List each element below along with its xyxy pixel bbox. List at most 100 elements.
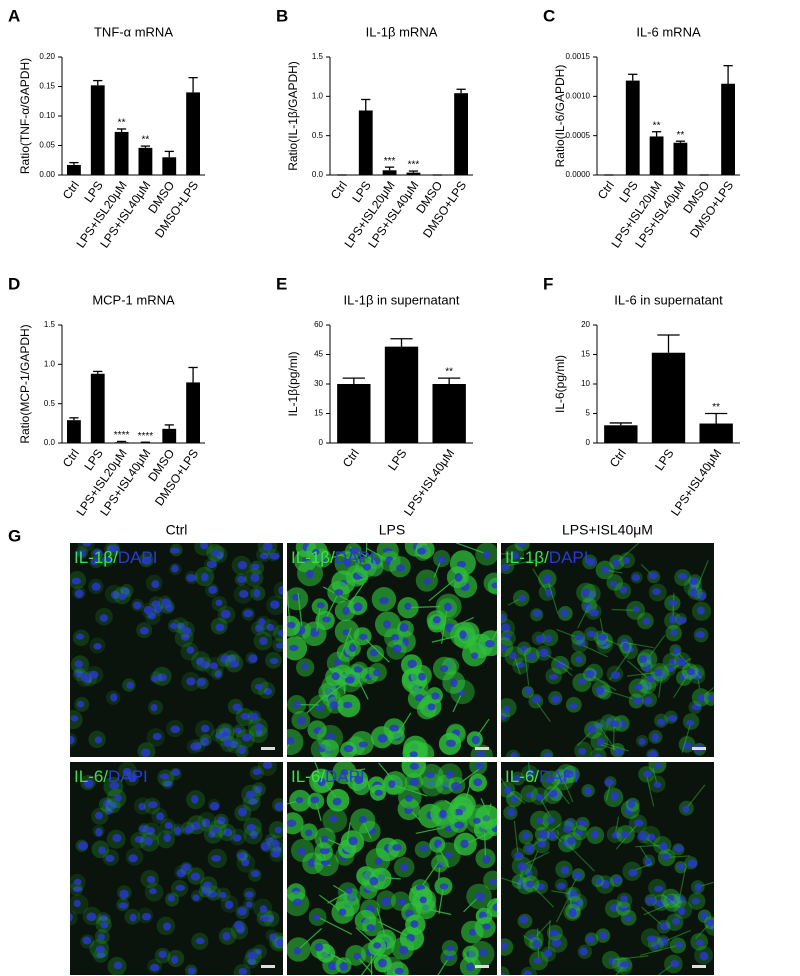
nucleus xyxy=(409,762,420,770)
error-bar xyxy=(188,366,198,383)
y-tick-label: 0 xyxy=(586,438,591,447)
nucleus xyxy=(525,791,534,798)
nucleus xyxy=(574,655,583,663)
nucleus xyxy=(610,903,619,912)
nucleus xyxy=(133,601,142,610)
nucleus xyxy=(509,652,517,660)
nucleus xyxy=(211,854,222,862)
nucleus xyxy=(151,675,159,682)
process xyxy=(566,843,595,872)
nucleus xyxy=(259,905,268,914)
nucleus xyxy=(359,815,368,824)
process xyxy=(501,877,526,887)
nucleus xyxy=(216,816,226,825)
nucleus xyxy=(404,602,412,610)
stain-label: IL-1β/DAPI xyxy=(74,548,157,567)
process xyxy=(694,560,709,593)
nucleus xyxy=(524,844,535,853)
scale-bar xyxy=(261,965,275,968)
panel-label: B xyxy=(276,6,288,25)
bar xyxy=(604,425,638,443)
process xyxy=(700,686,714,698)
nucleus xyxy=(691,898,700,905)
process xyxy=(437,957,450,975)
nucleus xyxy=(679,673,690,680)
nucleus xyxy=(546,816,555,824)
process xyxy=(415,826,448,835)
y-tick-label: 0.0015 xyxy=(566,52,591,61)
dapi-label: DAPI xyxy=(325,767,365,786)
cytoplasm xyxy=(402,740,428,757)
bar xyxy=(67,420,81,443)
nucleus xyxy=(571,901,579,909)
nucleus xyxy=(596,737,605,747)
panel-label: G xyxy=(8,526,21,545)
nucleus xyxy=(77,549,87,558)
nucleus xyxy=(259,636,268,646)
nucleus xyxy=(287,819,297,827)
nucleus xyxy=(312,548,320,556)
nucleus xyxy=(459,630,467,639)
nucleus xyxy=(394,967,404,975)
nucleus xyxy=(510,752,518,757)
bar xyxy=(114,131,129,175)
cells xyxy=(70,762,283,975)
error-bar xyxy=(384,166,395,171)
nucleus xyxy=(253,588,261,598)
nucleus xyxy=(255,729,263,737)
scale-bar xyxy=(261,747,275,750)
nucleus xyxy=(278,585,283,595)
process xyxy=(556,893,572,923)
nucleus xyxy=(653,781,662,788)
process xyxy=(675,649,702,679)
nucleus xyxy=(586,557,596,567)
micrograph: IL-6/DAPI xyxy=(287,762,497,975)
nucleus xyxy=(167,894,175,902)
nucleus xyxy=(517,543,526,548)
scale-bar xyxy=(475,965,489,968)
cells xyxy=(501,762,714,975)
nucleus xyxy=(623,915,632,922)
nucleus xyxy=(317,743,326,753)
nucleus xyxy=(215,599,223,607)
nucleus xyxy=(143,605,154,615)
nucleus xyxy=(646,675,656,683)
nucleus xyxy=(319,847,330,855)
nucleus xyxy=(169,622,178,629)
nucleus xyxy=(186,573,196,582)
bar xyxy=(384,346,419,443)
process xyxy=(579,643,608,658)
nucleus xyxy=(320,835,329,843)
nucleus xyxy=(440,665,449,673)
nucleus xyxy=(627,799,636,809)
nucleus xyxy=(492,903,497,912)
dapi-label: DAPI xyxy=(549,548,589,567)
nucleus xyxy=(405,794,413,802)
nucleus xyxy=(249,830,258,839)
stain-label: IL-6/DAPI xyxy=(291,767,365,786)
process xyxy=(408,605,441,609)
nucleus xyxy=(522,832,530,840)
significance: ** xyxy=(712,402,720,413)
y-axis-label: IL-6(pg/ml) xyxy=(553,355,567,413)
process xyxy=(589,673,617,691)
nucleus xyxy=(221,731,230,741)
nucleus xyxy=(340,769,348,776)
nucleus xyxy=(579,947,588,956)
cells xyxy=(501,543,714,757)
nucleus xyxy=(677,657,687,667)
nucleus xyxy=(695,631,705,639)
nucleus xyxy=(98,846,106,855)
process xyxy=(441,607,448,644)
nucleus xyxy=(642,770,653,778)
nucleus xyxy=(233,920,244,930)
nucleus xyxy=(686,668,696,676)
nucleus xyxy=(324,746,332,755)
nucleus xyxy=(642,617,651,625)
nucleus xyxy=(694,883,702,892)
marker-label: IL-1β/ xyxy=(291,548,335,567)
y-axis-label: Ratio(IL-6/GAPDH) xyxy=(553,65,567,168)
bar xyxy=(625,80,640,175)
nucleus xyxy=(314,943,324,952)
nucleus xyxy=(535,793,544,801)
